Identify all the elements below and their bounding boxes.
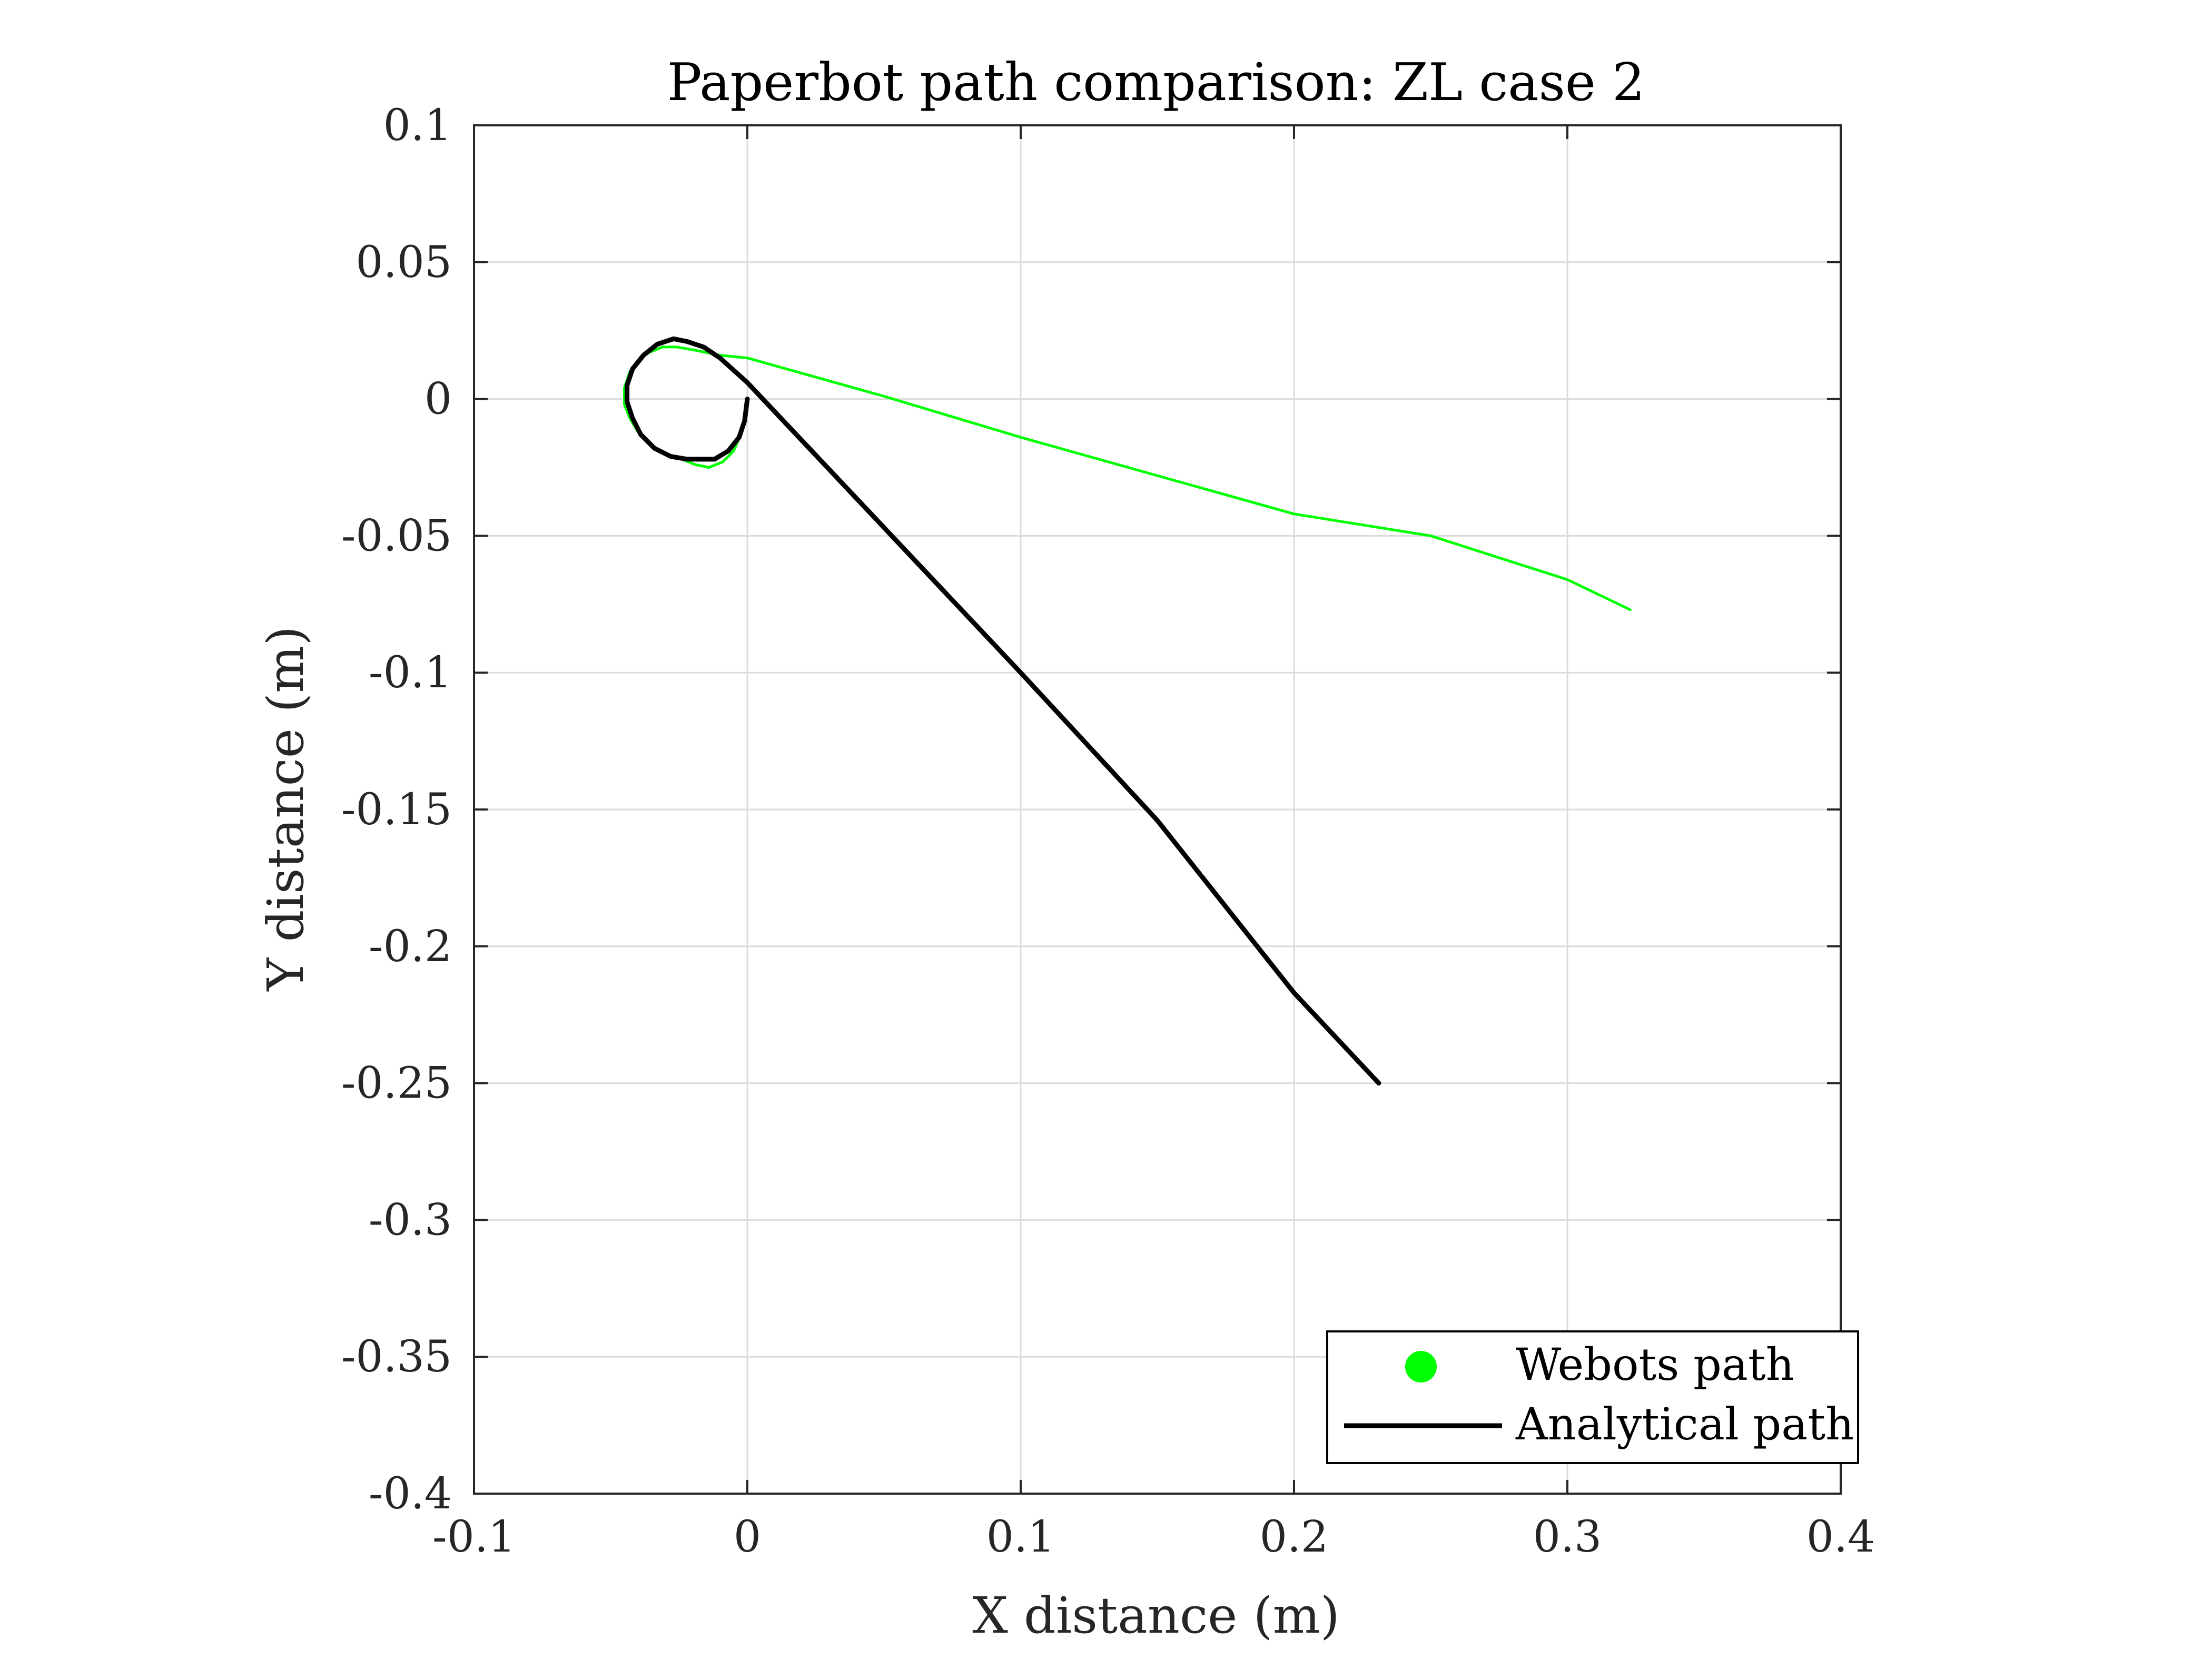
y-tick-label: -0.2 bbox=[369, 922, 452, 972]
legend-label-webots: Webots path bbox=[1516, 1339, 1794, 1390]
x-tick-label: 0.1 bbox=[986, 1512, 1055, 1562]
y-tick-label: 0 bbox=[424, 374, 452, 424]
y-tick-label: -0.1 bbox=[369, 648, 452, 698]
analytical-path-line bbox=[625, 336, 1381, 1086]
grid bbox=[473, 124, 1842, 1495]
ticks bbox=[473, 124, 1842, 1495]
legend-label-analytical: Analytical path bbox=[1515, 1398, 1854, 1450]
series-layer bbox=[623, 336, 1632, 1086]
y-tick-label: -0.25 bbox=[341, 1059, 452, 1109]
chart-title: Paperbot path comparison: ZL case 2 bbox=[667, 53, 1645, 113]
y-axis-label: Y distance (m) bbox=[257, 626, 315, 992]
x-tick-labels: -0.1 0 0.1 0.2 0.3 0.4 bbox=[432, 1512, 1875, 1562]
legend-marker-webots bbox=[1405, 1351, 1437, 1382]
x-axis-label: X distance (m) bbox=[972, 1587, 1340, 1645]
y-tick-labels: 0.1 0.05 0 -0.05 -0.1 -0.15 -0.2 -0.25 -0.3 -0.35… bbox=[341, 101, 452, 1519]
x-tick-label: 0.4 bbox=[1806, 1512, 1875, 1562]
y-tick-label: -0.35 bbox=[341, 1332, 452, 1382]
y-tick-label: -0.05 bbox=[341, 511, 452, 561]
x-tick-label: 0 bbox=[734, 1512, 761, 1562]
y-tick-label: -0.4 bbox=[369, 1469, 452, 1519]
x-tick-label: 0.3 bbox=[1533, 1512, 1602, 1562]
x-tick-label: -0.1 bbox=[432, 1512, 516, 1562]
y-tick-label: -0.3 bbox=[369, 1195, 452, 1245]
y-tick-label: -0.15 bbox=[341, 785, 452, 835]
y-tick-label: 0.1 bbox=[383, 101, 452, 151]
y-tick-label: 0.05 bbox=[355, 238, 452, 288]
x-tick-label: 0.2 bbox=[1260, 1512, 1328, 1562]
legend: Webots path Analytical path bbox=[1326, 1330, 1859, 1464]
